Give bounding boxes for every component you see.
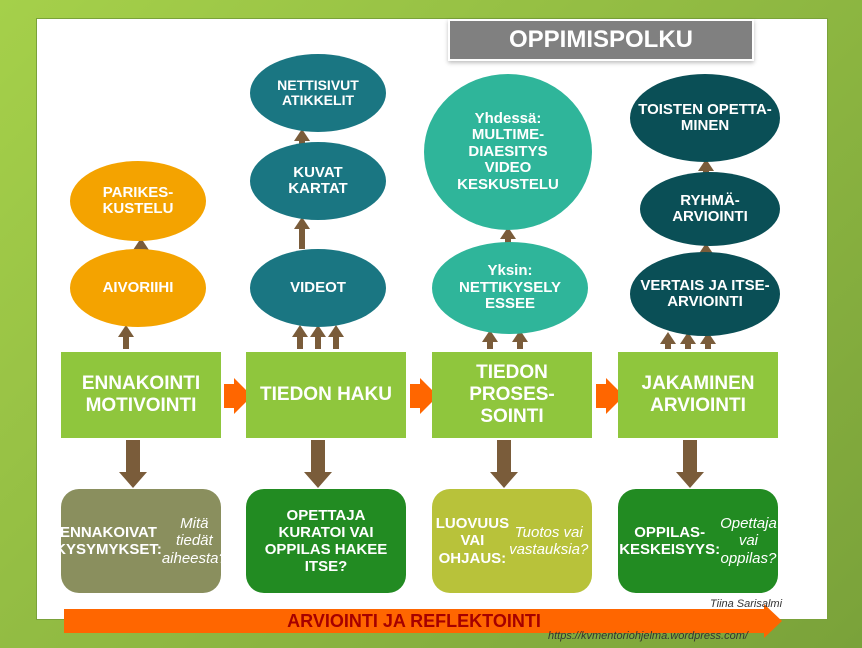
question-4: OPPILAS-KESKEISYYS: Opettaja vai oppilas… [618, 489, 778, 593]
col4-ellipse-1: TOISTEN OPETTA-MINEN [630, 74, 780, 162]
col2-ellipse-1: NETTISIVUTATIKKELIT [250, 54, 386, 132]
col2-ellipse-2: KUVATKARTAT [250, 142, 386, 220]
stage-3: TIEDON PROSES-SOINTI [432, 352, 592, 438]
col1-ellipse-2: AIVORIIHI [70, 249, 206, 327]
col4-ellipse-3: VERTAIS JA ITSE-ARVIOINTI [630, 252, 780, 336]
col1-ellipse-1: PARIKES-KUSTELU [70, 161, 206, 241]
question-1: ENNAKOIVAT KYSYMYKSET: Mitä tiedät aihee… [61, 489, 221, 593]
stage-4: JAKAMINEN ARVIOINTI [618, 352, 778, 438]
url-credit: https://kvmentoriohjelma.wordpress.com/ [548, 630, 748, 642]
col3-ellipse-1: Yhdessä:MULTIME-DIAESITYSVIDEOKESKUSTELU [424, 74, 592, 230]
slide-title: OPPIMISPOLKU [448, 19, 754, 61]
col4-ellipse-2: RYHMÄ-ARVIOINTI [640, 172, 780, 246]
slide-canvas: OPPIMISPOLKU PARIKES-KUSTELU AIVORIIHI ENNA… [0, 0, 862, 648]
col2-ellipse-3: VIDEOT [250, 249, 386, 327]
question-2: OPETTAJA KURATOI VAI OPPILAS HAKEE ITSE? [246, 489, 406, 593]
author-credit: Tiina Sarisalmi [710, 598, 782, 610]
stage-2: TIEDON HAKU [246, 352, 406, 438]
stage-1: ENNAKOINTIMOTIVOINTI [61, 352, 221, 438]
col3-ellipse-2: Yksin:NETTIKYSELYESSEE [432, 242, 588, 334]
question-3: LUOVUUS VAI OHJAUS: Tuotos vai vastauksi… [432, 489, 592, 593]
